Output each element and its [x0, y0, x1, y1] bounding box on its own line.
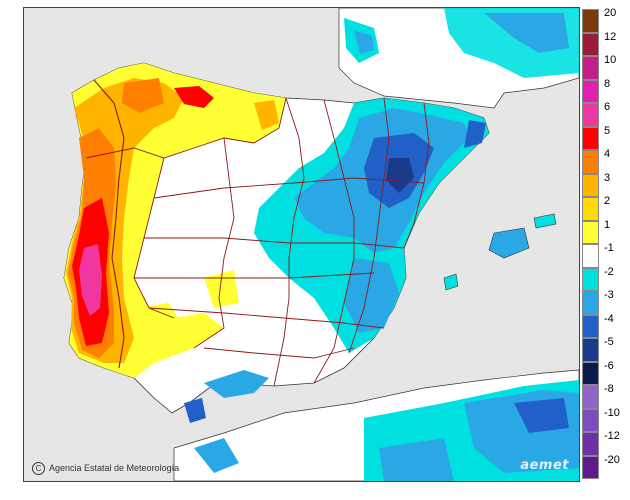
- balearic-menorca: [533, 213, 557, 229]
- portugal-border: [93, 79, 125, 369]
- legend-label: -12: [604, 430, 620, 442]
- legend-swatch: [582, 197, 599, 221]
- legend-label: -4: [604, 312, 614, 325]
- legend-label: 1: [604, 218, 611, 231]
- cold-south-coast: [204, 370, 269, 398]
- warm-south-patch: [134, 303, 184, 338]
- map-canvas: [24, 8, 579, 481]
- legend-swatch: [582, 385, 599, 409]
- legend-label: -8: [604, 383, 614, 395]
- legend-label: 2: [604, 195, 611, 207]
- legend-label: 3: [604, 171, 611, 184]
- cold-catalonia-blue: [464, 120, 486, 148]
- legend-swatch: [582, 291, 599, 315]
- cold-east-core: [386, 158, 414, 193]
- legend-swatch: [582, 173, 599, 197]
- legend-label: -2: [604, 265, 614, 278]
- province-borders: [85, 97, 430, 387]
- legend-label: -6: [604, 359, 614, 372]
- legend-swatch: [582, 244, 599, 268]
- legend-swatch: [582, 338, 599, 362]
- anomaly-map: C Agencia Estatal de Meteorología aemet: [23, 7, 580, 482]
- cold-southeast: [344, 258, 399, 333]
- legend-swatch: [582, 9, 599, 33]
- legend-label: 6: [604, 101, 611, 113]
- warm-cantabria-gold: [254, 100, 279, 130]
- legend-label: 12: [604, 30, 617, 43]
- legend-swatch: [582, 32, 599, 56]
- legend-label: -20: [604, 453, 620, 466]
- legend-swatch: [582, 408, 599, 432]
- warm-west-pink: [79, 244, 102, 316]
- legend-label: -1: [604, 242, 614, 254]
- legend-label: -10: [604, 406, 620, 419]
- france-anomaly-west-core: [354, 30, 374, 54]
- france-anomaly-colder: [484, 13, 569, 53]
- legend-swatch: [582, 361, 599, 385]
- balearic-ibiza: [443, 273, 459, 291]
- copyright-icon: C: [32, 462, 45, 475]
- legend-label: -5: [604, 336, 614, 348]
- legend-swatch: [582, 79, 599, 103]
- legend-swatch: [582, 267, 599, 291]
- legend-label: 20: [604, 7, 617, 19]
- legend-swatch: [582, 126, 599, 150]
- warm-center-patch: [204, 270, 239, 308]
- legend-swatch: [582, 56, 599, 80]
- legend-swatch: [582, 455, 599, 479]
- legend-label: 4: [604, 148, 611, 160]
- watermark: aemet: [520, 458, 569, 473]
- legend-swatch: [582, 314, 599, 338]
- africa-anomaly-strait: [194, 438, 239, 473]
- legend-swatch: [582, 103, 599, 127]
- africa-anomaly-core: [514, 398, 569, 433]
- warm-north-orange: [122, 78, 164, 113]
- legend-label: 5: [604, 124, 611, 137]
- legend-swatch: [582, 220, 599, 244]
- warm-north-red: [174, 86, 214, 108]
- legend-label: -3: [604, 289, 614, 301]
- legend-label: 10: [604, 54, 617, 66]
- credit-text: Agencia Estatal de Meteorología: [49, 462, 180, 473]
- agency-credit: C Agencia Estatal de Meteorología: [32, 462, 179, 475]
- color-legend: 20 12 10 8 6 5 4 3 2 1 -1 -2 -3 -4 -5 -6 -8 -10 -12 -20: [582, 7, 630, 479]
- legend-swatch: [582, 150, 599, 174]
- balearic-mallorca: [488, 227, 530, 259]
- legend-swatch: [582, 432, 599, 456]
- cold-gibraltar: [184, 398, 206, 423]
- legend-label: 8: [604, 77, 611, 90]
- africa-anomaly-south: [379, 438, 454, 481]
